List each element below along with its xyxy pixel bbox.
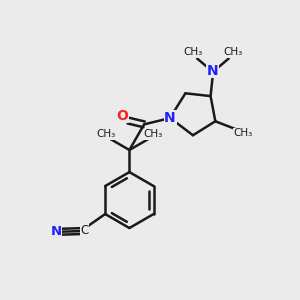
- Text: N: N: [50, 225, 62, 238]
- Text: O: O: [116, 109, 128, 122]
- Text: CH₃: CH₃: [96, 129, 116, 139]
- Text: CH₃: CH₃: [233, 128, 252, 138]
- Text: C: C: [80, 224, 88, 237]
- Text: CH₃: CH₃: [184, 47, 203, 57]
- Text: CH₃: CH₃: [223, 47, 242, 57]
- Text: N: N: [164, 111, 176, 125]
- Text: CH₃: CH₃: [143, 129, 163, 139]
- Text: N: N: [207, 64, 219, 78]
